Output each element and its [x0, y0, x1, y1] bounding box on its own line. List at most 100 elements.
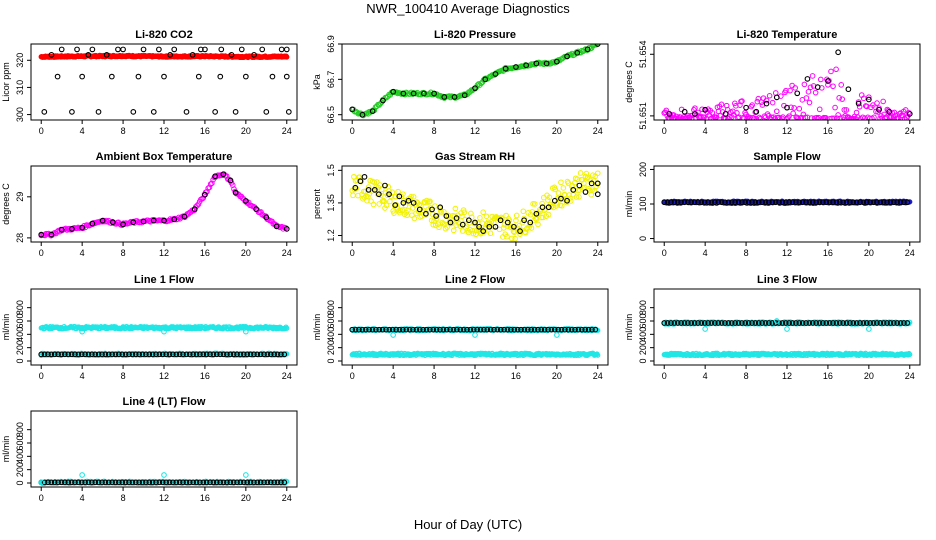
data-point — [887, 199, 894, 206]
x-tick-label: 0 — [350, 371, 355, 381]
data-point — [38, 479, 45, 486]
data-point — [54, 73, 61, 80]
data-point — [166, 351, 173, 358]
data-point — [400, 326, 406, 333]
y-tick-label: 200 — [15, 340, 25, 355]
data-point — [558, 195, 564, 202]
data-point — [692, 105, 698, 111]
data-point — [904, 320, 911, 326]
data-point — [474, 326, 480, 333]
data-point — [739, 199, 745, 206]
data-point — [830, 199, 836, 206]
x-tick-label: 12 — [470, 371, 480, 381]
y-axis-label: degrees C — [624, 61, 634, 103]
series-cal — [38, 171, 290, 238]
data-point — [361, 174, 368, 180]
data-point — [487, 326, 494, 333]
data-point — [163, 351, 169, 358]
data-point — [200, 351, 207, 358]
data-point — [132, 479, 139, 486]
data-point — [467, 326, 474, 333]
data-point — [78, 351, 85, 358]
y-tick-label: 51.654 — [638, 41, 648, 69]
data-point — [369, 108, 376, 115]
data-layer — [38, 472, 290, 487]
x-tick-label: 0 — [39, 248, 44, 258]
data-point — [433, 216, 440, 222]
data-point — [584, 46, 591, 53]
data-point — [273, 223, 280, 230]
plot-frame — [30, 410, 298, 488]
data-point — [833, 320, 840, 326]
data-layer — [661, 198, 913, 207]
data-point — [362, 188, 369, 195]
data-point — [234, 479, 240, 486]
data-point — [230, 351, 237, 358]
data-point — [48, 52, 55, 58]
data-point — [224, 351, 230, 358]
data-point — [197, 479, 203, 486]
y-tick-label: 800 — [15, 422, 25, 437]
data-point — [352, 184, 359, 191]
data-point — [263, 109, 270, 115]
data-point — [521, 326, 528, 333]
data-point — [499, 216, 505, 222]
data-point — [370, 201, 377, 208]
series-spikes — [79, 328, 249, 335]
data-point — [62, 351, 68, 358]
data-point — [365, 187, 372, 193]
data-point — [457, 326, 464, 333]
data-point — [140, 46, 147, 53]
y-tick-label: 400 — [15, 449, 25, 464]
data-point — [217, 73, 224, 80]
data-point — [173, 351, 180, 358]
chart-title: Li-820 CO2 — [135, 29, 192, 41]
data-point — [443, 326, 450, 333]
data-point — [885, 107, 892, 114]
data-point — [838, 82, 845, 88]
data-point — [116, 351, 122, 358]
data-point — [82, 351, 88, 358]
data-point — [99, 217, 106, 224]
data-point — [901, 199, 907, 206]
data-point — [480, 209, 486, 216]
data-point — [769, 199, 776, 206]
data-point — [139, 479, 146, 486]
data-point — [242, 73, 249, 80]
y-tick-label: 800 — [638, 300, 648, 315]
data-point — [183, 351, 190, 358]
data-point — [817, 76, 824, 83]
plot-frame — [653, 43, 921, 121]
data-point — [366, 326, 372, 333]
x-tick-label: 12 — [159, 248, 169, 258]
data-point — [523, 62, 530, 69]
data-point — [75, 351, 82, 358]
data-point — [350, 192, 356, 199]
data-point — [698, 199, 705, 206]
x-tick-label: 0 — [39, 126, 44, 136]
data-point — [92, 479, 99, 486]
chart-title: Gas Stream RH — [435, 151, 515, 163]
data-point — [587, 177, 594, 184]
data-point — [833, 66, 839, 73]
data-point — [722, 110, 729, 117]
data-point — [702, 326, 709, 332]
data-point — [383, 202, 390, 209]
data-point — [202, 191, 208, 198]
data-point — [271, 351, 278, 358]
data-point — [122, 351, 129, 358]
data-point — [712, 320, 718, 326]
data-point — [779, 115, 785, 120]
y-axis-label: degrees C — [1, 183, 11, 225]
data-point — [890, 320, 897, 326]
x-tick-label: 20 — [241, 371, 251, 381]
data-point — [565, 326, 572, 333]
data-point — [109, 351, 115, 358]
data-point — [739, 98, 745, 104]
data-point — [820, 320, 826, 326]
y-tick-label: 800 — [326, 300, 336, 315]
data-point — [146, 479, 153, 486]
data-point — [191, 206, 198, 212]
data-point — [808, 115, 815, 120]
x-tick-label: 0 — [350, 248, 355, 258]
